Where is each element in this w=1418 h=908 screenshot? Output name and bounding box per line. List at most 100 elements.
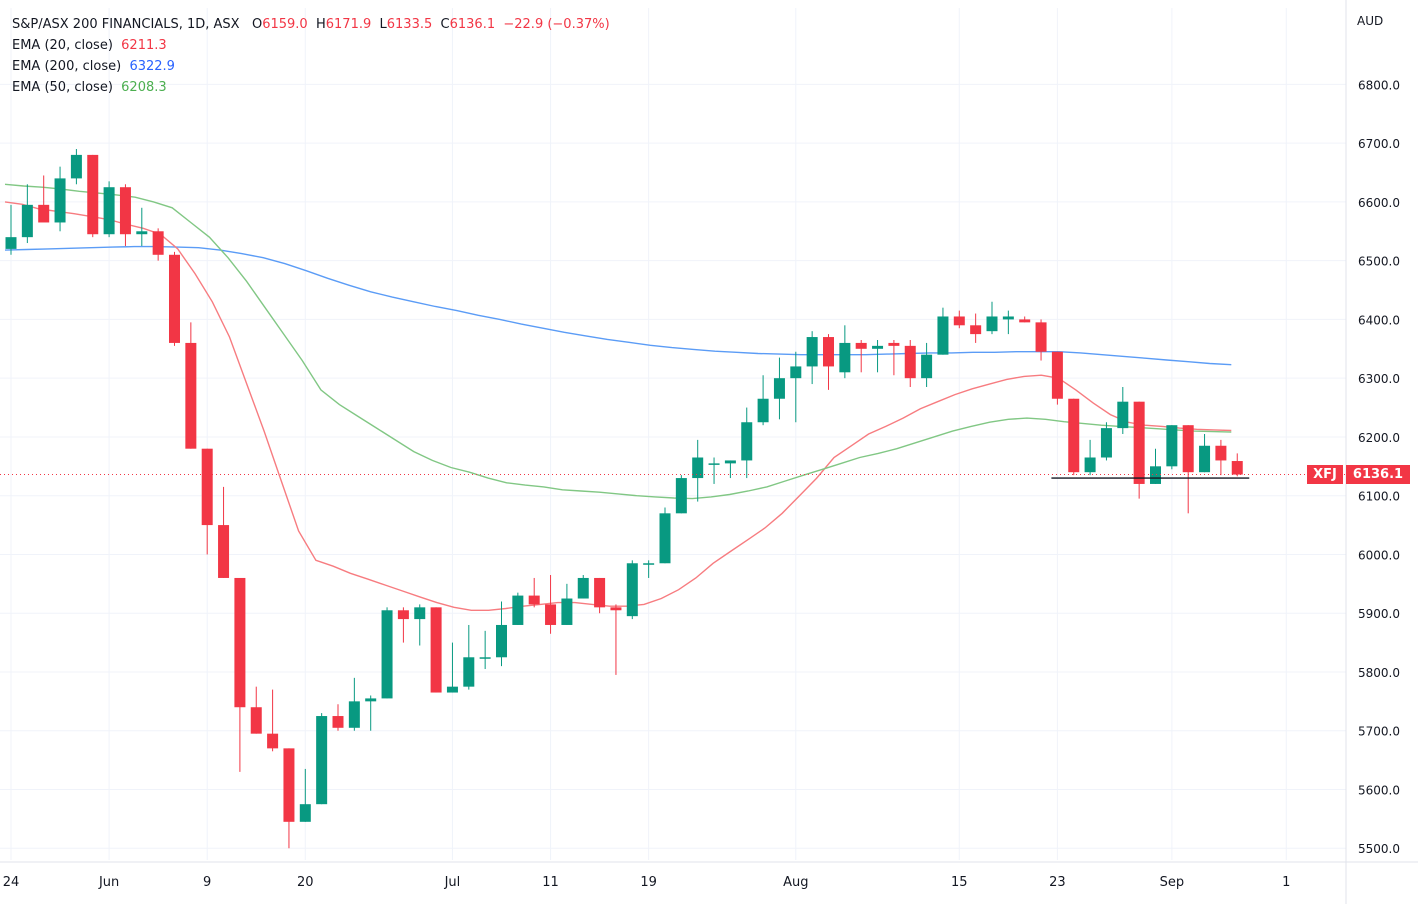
ema20-label: EMA (20, close) [12,38,113,53]
overlays [0,473,1346,479]
x-tick-label: 24 [3,875,20,890]
candle-body [594,577,606,608]
candle-body [332,716,344,728]
candle-body [414,607,426,620]
y-axis[interactable]: 5500.0 5600.0 5700.0 5800.0 5900.0 6000.0 6100… [1345,0,1400,904]
change-value: −22.9 (−0.37%) [503,17,610,32]
candle-body [185,342,197,449]
candle-body [626,563,638,617]
x-tick-label: 23 [1049,875,1066,890]
y-tick-label: 6500.0 [1358,255,1400,269]
ema-lines [4,183,1232,611]
x-tick-label: Sep [1160,875,1185,890]
y-tick-label: 5600.0 [1358,783,1400,797]
ema200-line [4,245,1232,366]
x-tick-label: 15 [951,875,968,890]
y-tick-label: 6400.0 [1358,313,1400,327]
candle-body [267,733,279,749]
y-tick-label: 6300.0 [1358,372,1400,386]
legend: S&P/ASX 200 FINANCIALS, 1D, ASX O6159.0 … [12,14,610,98]
y-tick-label: 5500.0 [1358,842,1400,856]
low-label: L [379,17,387,32]
candle-body [643,563,655,565]
y-tick-label: 5800.0 [1358,666,1400,680]
candle-body [970,325,982,335]
last-price-tag: 6136.1 [1346,465,1410,484]
x-tick-label: 19 [640,875,657,890]
y-tick-label: 6100.0 [1358,490,1400,504]
symbol-tag: XFJ [1307,465,1343,484]
candle-body [1133,401,1145,484]
candle-body [234,577,246,708]
candle-body [316,716,328,805]
x-axis[interactable]: 24 Jun 9 20 Jul 11 19 Aug 15 23 Sep 1 [0,861,1418,890]
candle-body [38,204,50,223]
candle-body [250,707,262,734]
candle-body [1084,457,1096,473]
candle-body [446,686,458,693]
candle-body [806,337,818,367]
candle-body [659,513,671,564]
open-value: 6159.0 [262,17,308,32]
candle-body [397,610,409,620]
candle-body [152,231,164,255]
candle-body [675,478,687,514]
candle-body [708,463,720,465]
open-label: O [251,17,263,32]
y-tick-label: 5700.0 [1358,725,1400,739]
candle-body [218,525,230,578]
candle-body [692,457,704,479]
candle-body [1166,425,1178,467]
candle-body [1100,428,1112,458]
x-tick-label: 20 [297,875,314,890]
candle-body [136,231,148,235]
y-tick-label: 6600.0 [1358,196,1400,210]
candle-body [169,254,180,343]
candle-body [119,187,131,235]
candle-body [1019,319,1031,323]
x-tick-label: Jul [444,875,461,890]
candle-body [512,595,524,625]
y-tick-label: 5900.0 [1358,607,1400,621]
candle-body [921,354,933,379]
x-tick-label: 9 [203,875,211,890]
candle-body [348,701,360,728]
currency-label[interactable]: AUD [1357,14,1384,28]
ema50-value: 6208.3 [121,80,167,95]
candle-body [1002,316,1014,320]
ema200-value: 6322.9 [129,59,175,74]
candle-body [479,657,491,659]
ema20-legend[interactable]: EMA (20, close) 6211.3 [12,35,610,56]
candle-body [545,604,557,625]
close-value: 6136.1 [449,17,496,32]
ema200-label: EMA (200, close) [12,59,122,74]
candle-body [790,366,802,379]
candle-body [70,154,82,179]
candle-body [54,178,66,223]
candle-body [888,342,900,346]
candle-body [1182,425,1194,473]
ema200-legend[interactable]: EMA (200, close) 6322.9 [12,56,610,77]
x-tick-label: Aug [783,875,808,890]
candle-body [496,624,507,658]
x-tick-label: 1 [1282,875,1290,890]
candle-body [610,607,622,611]
candle-body [1051,351,1063,399]
candle-body [1231,461,1243,475]
candle-body [103,187,115,235]
candle-body [528,595,540,605]
ema50-legend[interactable]: EMA (50, close) 6208.3 [12,77,610,98]
high-label: H [315,17,326,32]
candle-body [986,316,998,332]
chart-title: S&P/ASX 200 FINANCIALS, 1D, ASX [12,17,240,32]
x-tick-label: 11 [542,875,559,890]
candle-body [1068,398,1080,473]
candle-body [201,448,213,526]
candle-body [855,342,867,349]
candle-body [365,698,377,702]
candle-body [937,316,949,355]
y-tick-label: 6000.0 [1358,548,1400,562]
candle-body [773,378,785,399]
